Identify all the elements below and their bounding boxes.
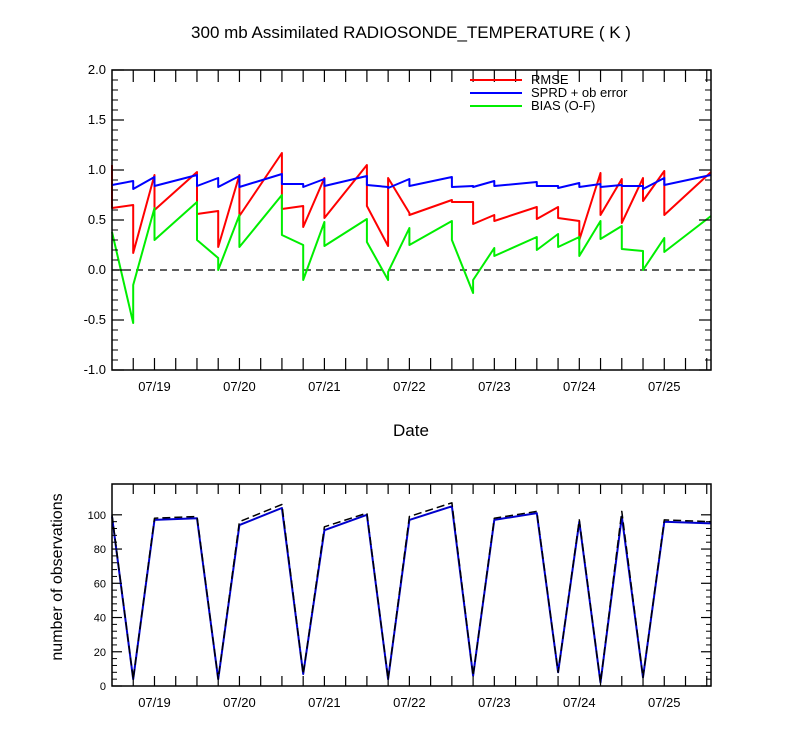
top-panel: 300 mb Assimilated RADIOSONDE_TEMPERATUR… — [84, 23, 712, 440]
y-tick-label: 2.0 — [88, 62, 106, 77]
y-tick-label: 0 — [100, 681, 106, 693]
y-axis-label: number of observations — [49, 493, 66, 660]
series-line-rmse — [111, 152, 712, 254]
series-line-bias-o-f — [111, 194, 712, 324]
bottom-ticks: 0 20 40 60 80 100 07/19 07/20 07/21 07/22 07/23 07/… — [88, 484, 711, 710]
legend-label-rmse: RMSE — [531, 72, 569, 87]
legend-label-sprd-ob-error: SPRD + ob error — [531, 85, 628, 100]
y-tick-label: 1.5 — [88, 112, 106, 127]
series-line-assimilated — [111, 505, 712, 684]
y-tick-label: 100 — [88, 510, 106, 522]
x-tick-label: 07/24 — [563, 379, 596, 394]
bottom-plot-frame — [111, 483, 712, 687]
x-tick-label: 07/25 — [648, 379, 681, 394]
top-plot-lines — [111, 152, 712, 324]
x-tick-label: 07/19 — [138, 695, 171, 710]
x-tick-label: 07/21 — [308, 695, 341, 710]
y-tick-label: 0.5 — [88, 212, 106, 227]
x-tick-label: 07/20 — [223, 695, 256, 710]
x-tick-label: 07/22 — [393, 379, 426, 394]
y-tick-label: 0.0 — [88, 262, 106, 277]
y-tick-label: -1.0 — [84, 362, 106, 377]
y-tick-label: 80 — [94, 544, 106, 556]
y-tick-label: 40 — [94, 613, 106, 625]
bottom-plot-lines — [111, 502, 712, 684]
x-tick-label: 07/19 — [138, 379, 171, 394]
y-tick-label: 1.0 — [88, 162, 106, 177]
x-tick-label: 07/21 — [308, 379, 341, 394]
x-tick-label: 07/20 — [223, 379, 256, 394]
y-tick-label: 20 — [94, 647, 106, 659]
x-tick-label: 07/25 — [648, 695, 681, 710]
chart-title: 300 mb Assimilated RADIOSONDE_TEMPERATUR… — [191, 23, 631, 42]
x-tick-label: 07/23 — [478, 379, 511, 394]
x-tick-label: 07/22 — [393, 695, 426, 710]
y-tick-label: 60 — [94, 578, 106, 590]
bottom-panel: 0 20 40 60 80 100 07/19 07/20 07/21 07/22 07/23 07/… — [49, 483, 712, 710]
series-line-total — [111, 502, 712, 684]
legend-label-bias-o-f: BIAS (O-F) — [531, 98, 595, 113]
x-axis-label: Date — [393, 421, 429, 440]
x-tick-label: 07/24 — [563, 695, 596, 710]
x-tick-label: 07/23 — [478, 695, 511, 710]
y-tick-label: -0.5 — [84, 312, 106, 327]
series-line-sprd-ob-error — [111, 173, 712, 190]
top-ticks: -1.0 -0.5 0.0 0.5 1.0 1.5 2.0 07/19 07/20 07/21 07… — [84, 62, 711, 394]
